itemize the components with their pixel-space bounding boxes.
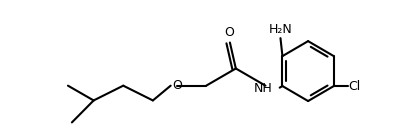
Text: H₂N: H₂N — [269, 23, 292, 36]
Text: NH: NH — [254, 82, 273, 95]
Text: Cl: Cl — [348, 80, 361, 93]
Text: O: O — [224, 26, 234, 39]
Text: O: O — [173, 79, 182, 92]
